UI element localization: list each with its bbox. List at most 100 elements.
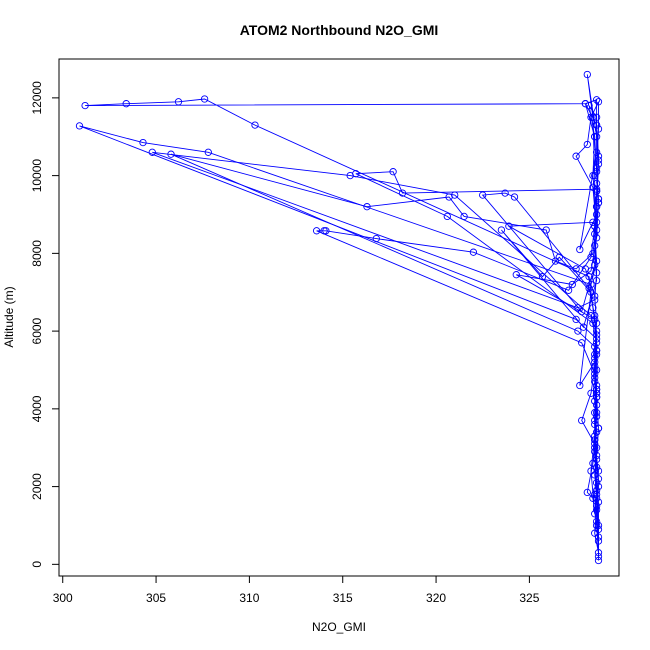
data-point xyxy=(592,412,601,421)
data-point xyxy=(583,70,591,79)
data-point xyxy=(592,331,601,339)
data-point xyxy=(587,288,595,296)
data-point xyxy=(312,227,321,235)
data-point xyxy=(594,199,603,207)
data-point xyxy=(572,152,580,160)
y-axis-label: Altitude (m) xyxy=(2,286,16,347)
data-point xyxy=(592,210,601,219)
data-point xyxy=(592,148,601,156)
data-point xyxy=(592,479,601,487)
data-point xyxy=(578,416,586,425)
data-point xyxy=(591,420,599,429)
data-point xyxy=(581,100,590,108)
data-point xyxy=(572,315,580,324)
data-point xyxy=(204,148,212,156)
x-tick-label: 325 xyxy=(519,591,539,605)
data-point xyxy=(592,319,601,327)
data-point xyxy=(594,498,603,506)
data-point xyxy=(591,350,599,359)
data-point xyxy=(443,212,451,221)
data-point xyxy=(589,218,597,226)
data-point xyxy=(200,95,209,103)
data-point xyxy=(363,203,371,211)
data-point xyxy=(587,389,595,397)
y-tick-label: 6000 xyxy=(30,317,44,344)
data-point xyxy=(585,101,593,110)
data-point xyxy=(460,212,468,221)
y-tick-label: 8000 xyxy=(30,240,44,267)
data-point xyxy=(594,467,603,475)
series-line xyxy=(501,103,599,390)
x-tick-label: 315 xyxy=(333,591,353,605)
series-line xyxy=(316,191,599,514)
series xyxy=(312,187,603,518)
data-point xyxy=(75,122,84,130)
data-point xyxy=(583,488,591,497)
data-point xyxy=(320,227,328,235)
series xyxy=(81,95,603,432)
series-line xyxy=(79,125,599,553)
data-point xyxy=(592,521,601,530)
series-line xyxy=(85,98,599,429)
data-point xyxy=(592,455,601,464)
data-point xyxy=(591,261,599,269)
data-point xyxy=(594,521,603,530)
data-point xyxy=(592,168,601,176)
data-point xyxy=(479,191,487,199)
data-point xyxy=(591,292,599,300)
data-point xyxy=(574,327,582,335)
data-point xyxy=(594,98,603,106)
data-point xyxy=(591,311,599,320)
data-point xyxy=(322,227,330,235)
data-point xyxy=(139,138,147,147)
data-point xyxy=(591,133,599,141)
data-point xyxy=(591,436,599,444)
data-point xyxy=(445,193,453,201)
x-tick-label: 305 xyxy=(146,591,166,605)
series-line xyxy=(481,101,599,351)
y-tick-label: 4000 xyxy=(30,395,44,422)
data-point xyxy=(583,140,591,149)
x-tick-label: 320 xyxy=(426,591,446,605)
data-point xyxy=(592,393,601,401)
y-axis: 0 2000 4000 6000 8000 10000 12000 xyxy=(30,81,60,568)
data-point xyxy=(372,234,380,243)
data-point xyxy=(122,100,130,108)
data-point xyxy=(594,125,603,133)
data-point xyxy=(174,98,183,106)
series xyxy=(352,168,603,565)
data-point xyxy=(591,397,599,405)
data-point xyxy=(578,308,586,316)
data-point xyxy=(564,286,573,294)
data-point xyxy=(592,96,601,104)
data-point xyxy=(592,506,601,514)
series-group xyxy=(75,70,603,565)
data-point xyxy=(579,323,588,331)
series-line xyxy=(170,153,599,530)
data-point xyxy=(592,350,601,359)
series-line xyxy=(152,74,599,394)
data-point xyxy=(538,273,547,281)
data-point xyxy=(591,315,599,324)
chart-title: ATOM2 Northbound N2O_GMI xyxy=(240,22,439,38)
data-point xyxy=(251,121,259,129)
y-tick-label: 10000 xyxy=(30,159,44,193)
data-point xyxy=(576,381,584,390)
data-point xyxy=(594,552,603,561)
data-point xyxy=(592,234,601,242)
data-point xyxy=(592,428,601,436)
x-axis-label: N2O_GMI xyxy=(312,620,366,634)
data-point xyxy=(81,101,89,110)
data-point xyxy=(501,189,509,197)
data-point xyxy=(591,377,599,386)
series xyxy=(505,101,603,561)
x-tick-label: 310 xyxy=(239,591,259,605)
data-point xyxy=(167,150,175,158)
data-point xyxy=(594,482,603,491)
data-point xyxy=(589,183,597,191)
y-tick-label: 12000 xyxy=(30,81,44,115)
series xyxy=(75,122,603,557)
data-point xyxy=(505,222,513,230)
data-point xyxy=(512,271,520,279)
